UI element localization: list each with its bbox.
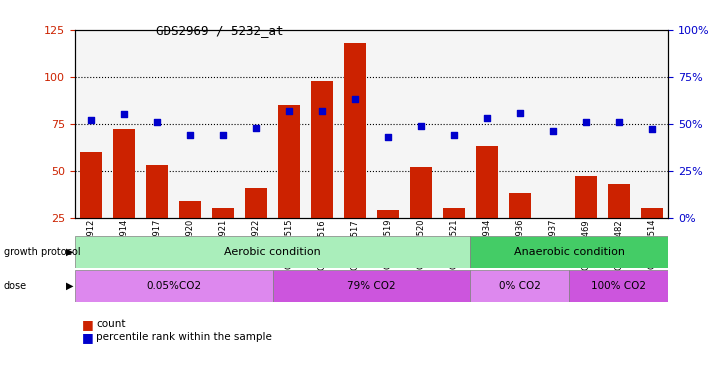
Bar [114,129,135,264]
Text: 0% CO2: 0% CO2 [499,281,541,291]
Point [349,96,360,102]
Bar [608,184,629,264]
Bar [311,81,333,264]
Point [218,132,229,138]
Point [613,119,624,125]
Bar [75,270,272,302]
Text: ▶: ▶ [66,281,74,291]
Bar [443,208,465,264]
Point [250,124,262,130]
Point [184,132,196,138]
Point [448,132,459,138]
Text: 0.05%CO2: 0.05%CO2 [146,281,201,291]
Bar [245,188,267,264]
Bar [80,152,102,264]
Point [316,108,328,114]
Text: 100% CO2: 100% CO2 [592,281,646,291]
Bar [509,193,530,264]
Bar [75,236,471,268]
Text: ■: ■ [82,318,94,331]
Bar [570,270,668,302]
Point [85,117,97,123]
Point [415,123,427,129]
Bar [146,165,168,264]
Text: 79% CO2: 79% CO2 [347,281,396,291]
Point [580,119,592,125]
Bar [213,208,234,264]
Bar [575,176,597,264]
Bar [179,201,201,264]
Point [547,128,559,134]
Bar [471,270,570,302]
Bar [278,105,300,264]
Point [284,108,295,114]
Bar [410,167,432,264]
Text: Anaerobic condition: Anaerobic condition [514,247,625,257]
Text: Aerobic condition: Aerobic condition [224,247,321,257]
Bar [378,210,399,264]
Point [514,110,525,116]
Point [646,126,658,132]
Point [481,115,493,121]
Text: ▶: ▶ [66,247,74,257]
Text: percentile rank within the sample: percentile rank within the sample [96,333,272,342]
Bar [272,270,471,302]
Text: dose: dose [4,281,27,291]
Text: ■: ■ [82,331,94,344]
Bar [471,236,668,268]
Text: growth protocol: growth protocol [4,247,80,257]
Point [151,119,163,125]
Point [383,134,394,140]
Bar [641,208,663,264]
Bar [542,217,564,264]
Text: GDS2969 / 5232_at: GDS2969 / 5232_at [156,24,284,38]
Bar [476,146,498,264]
Point [119,111,130,117]
Text: count: count [96,320,125,329]
Bar [344,43,365,264]
